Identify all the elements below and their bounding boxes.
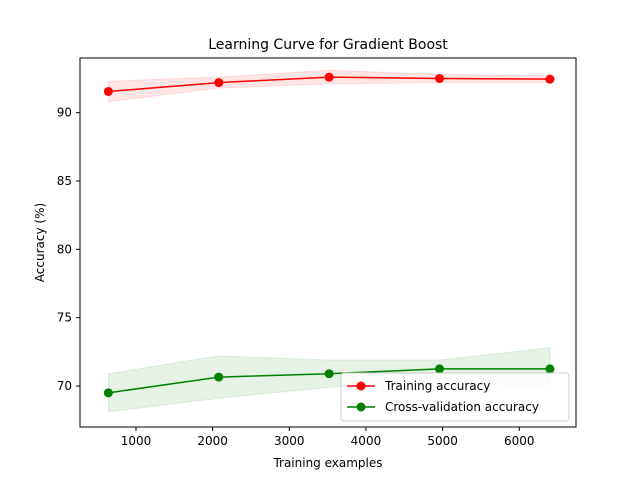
y-tick-label: 90 (57, 106, 72, 120)
series-1-point (435, 364, 445, 374)
y-tick-label: 75 (57, 311, 72, 325)
series-0-point (103, 86, 113, 96)
x-tick-label: 2000 (197, 434, 228, 448)
legend-box (340, 372, 570, 422)
series-1-point (545, 364, 555, 374)
y-axis-label: Accuracy (%) (33, 203, 47, 282)
confidence-bands (107, 69, 551, 413)
legend: Training accuracy Cross-validation accura… (340, 372, 570, 422)
y-axis-ticks: 70 75 80 85 90 (57, 106, 80, 393)
series-lines (108, 76, 550, 394)
series-1-point (324, 369, 334, 379)
series-0-point (324, 72, 334, 82)
y-tick-label: 80 (57, 242, 72, 256)
y-tick-label: 70 (57, 379, 72, 393)
series-0-point (545, 74, 555, 84)
legend-marker-0 (356, 381, 366, 391)
series-1-point (103, 388, 113, 398)
series-points (103, 72, 555, 398)
series-0-point (435, 74, 445, 83)
x-tick-label: 6000 (504, 434, 535, 448)
x-axis-ticks: 1000 2000 3000 4000 5000 6000 (121, 427, 535, 448)
series-1-point (214, 372, 224, 382)
x-axis-label: Training examples (272, 456, 382, 470)
x-tick-label: 5000 (427, 434, 458, 448)
plot-area-frame (79, 57, 577, 428)
legend-label-0: Training accuracy (384, 379, 490, 393)
y-tick-label: 85 (57, 174, 72, 188)
legend-marker-1 (356, 402, 366, 412)
x-tick-label: 3000 (274, 434, 305, 448)
x-tick-label: 4000 (351, 434, 382, 448)
x-tick-label: 1000 (121, 434, 152, 448)
chart-title: Learning Curve for Gradient Boost (208, 37, 448, 53)
series-0-point (214, 78, 224, 88)
legend-label-1: Cross-validation accuracy (385, 400, 539, 414)
